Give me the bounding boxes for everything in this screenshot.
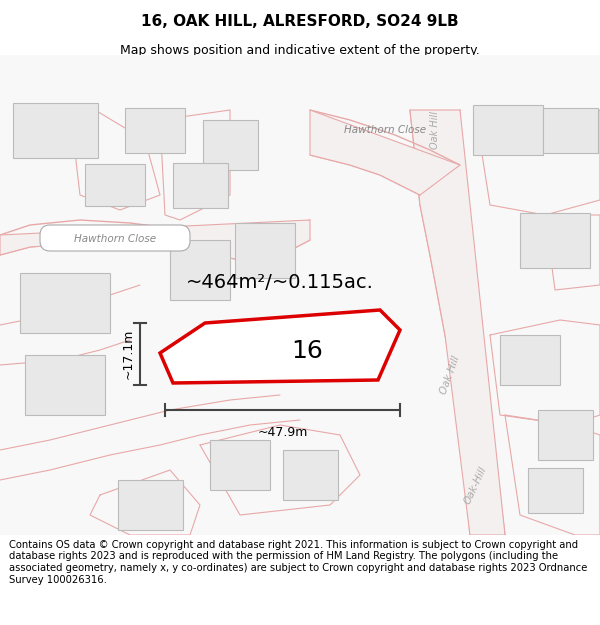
Text: 16: 16 [292,339,323,364]
Bar [500,335,560,385]
Bar [118,480,182,530]
Bar [173,162,227,208]
Polygon shape [160,310,400,383]
Text: ~47.9m: ~47.9m [257,426,308,439]
Text: Contains OS data © Crown copyright and database right 2021. This information is : Contains OS data © Crown copyright and d… [9,540,587,584]
Bar [527,468,583,512]
Bar [125,107,185,152]
Bar [520,213,590,268]
Bar [542,107,598,152]
Text: ~17.1m: ~17.1m [122,329,135,379]
Bar [203,120,257,170]
Bar [210,440,270,490]
Polygon shape [0,220,310,260]
Text: Hawthorn Close: Hawthorn Close [344,125,426,135]
Text: Oak Hill: Oak Hill [439,354,461,396]
Bar [20,273,110,333]
Bar [538,410,593,460]
Bar [25,355,105,415]
Text: Oak Hill: Oak Hill [430,111,440,149]
Bar [13,102,97,158]
Text: Hawthorn Close: Hawthorn Close [74,234,156,244]
FancyBboxPatch shape [40,225,190,251]
Text: ~464m²/~0.115ac.: ~464m²/~0.115ac. [186,274,374,292]
Bar [283,450,337,500]
Text: Oak-Hill: Oak-Hill [462,464,488,506]
Bar [235,222,295,278]
Polygon shape [310,110,460,195]
Polygon shape [410,110,505,535]
Bar [473,105,543,155]
Bar [85,164,145,206]
Text: 16, OAK HILL, ALRESFORD, SO24 9LB: 16, OAK HILL, ALRESFORD, SO24 9LB [141,14,459,29]
Text: Map shows position and indicative extent of the property.: Map shows position and indicative extent… [120,44,480,57]
Bar [170,240,230,300]
